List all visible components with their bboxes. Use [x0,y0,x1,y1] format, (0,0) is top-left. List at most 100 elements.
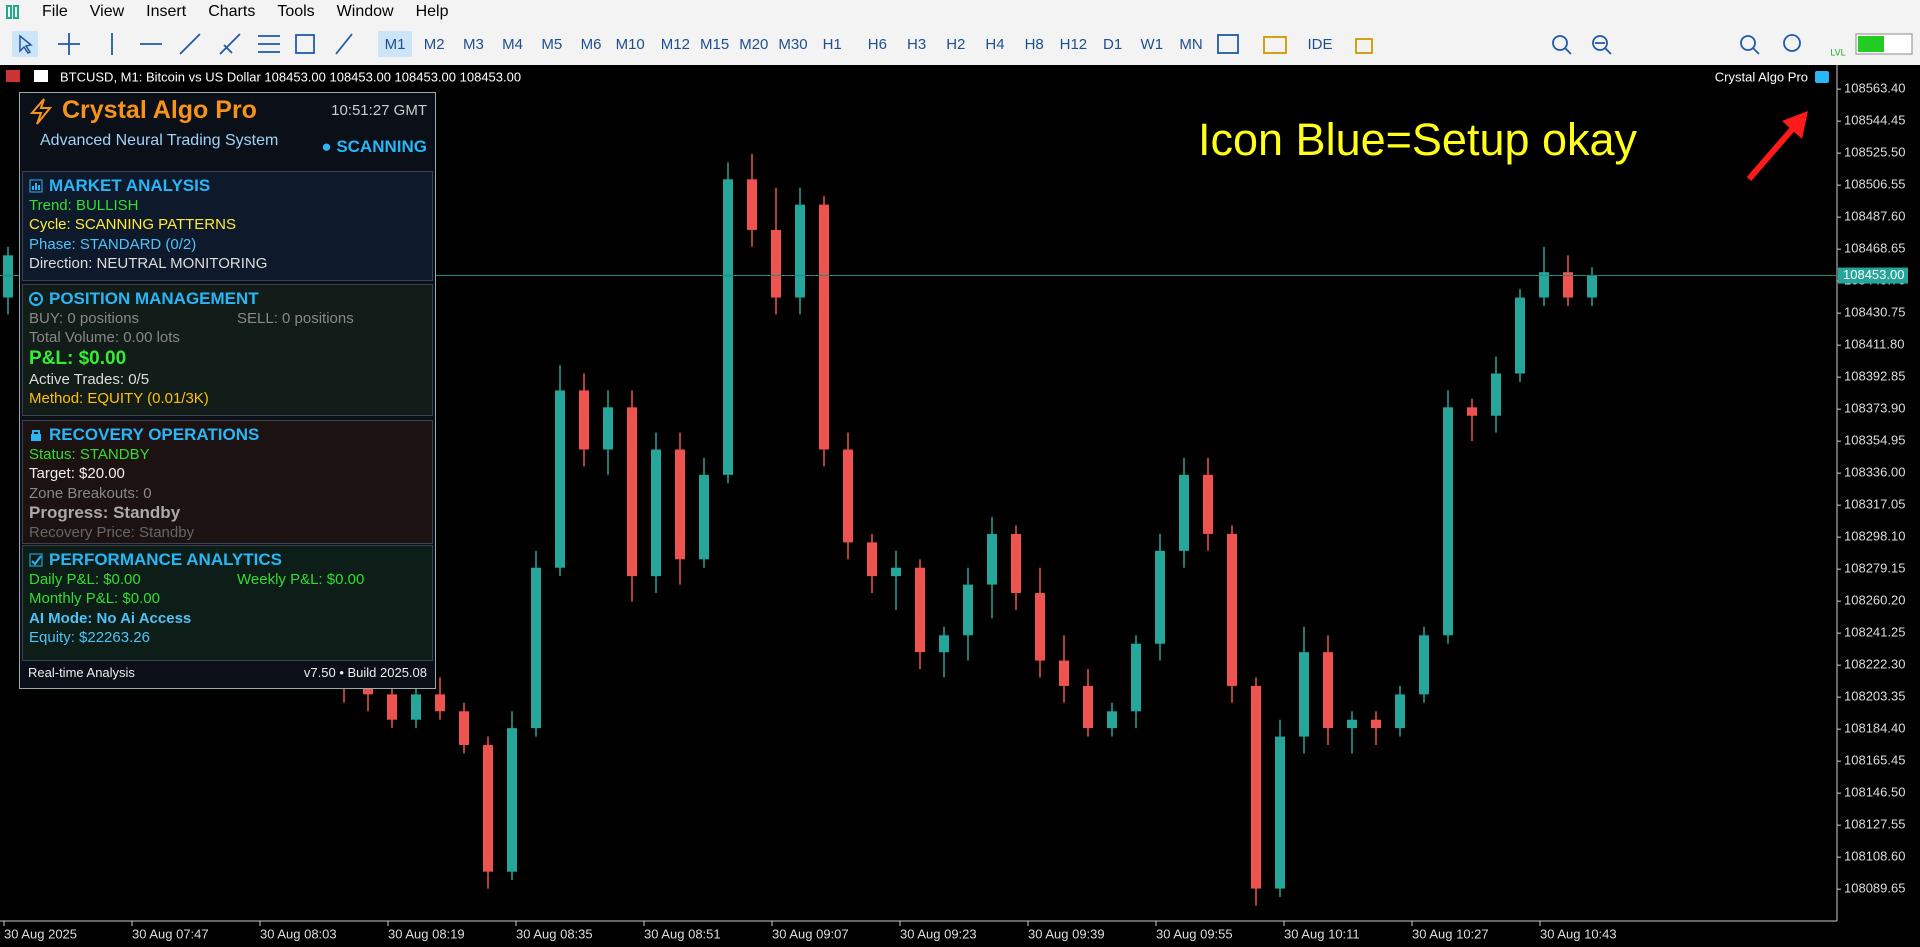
candle-body [819,204,829,450]
timeframe-button[interactable]: H12 [1060,36,1088,53]
footer-right: v7.50 • Build 2025.08 [303,665,427,680]
menu-item[interactable]: Window [336,2,394,20]
monthly-pnl: Monthly P&L: $0.00 [29,590,160,607]
candle-body [1035,593,1045,661]
timeframe-button[interactable]: M5 [541,36,562,53]
timeframe-button[interactable]: M2 [424,36,445,53]
y-tick-label: 108222.30 [1844,657,1905,672]
candle-body [867,542,877,577]
x-tick-label: 30 Aug 10:43 [1540,926,1617,941]
timeframe-button[interactable]: M6 [581,36,602,53]
section-heading: MARKET ANALYSIS [49,176,211,195]
annotation: Icon Blue=Setup okay [1198,114,1638,165]
x-tick-label: 30 Aug 08:03 [260,926,337,941]
ai-mode: AI Mode: No Ai Access [29,609,192,627]
y-tick-label: 108544.45 [1844,113,1905,128]
y-tick-label: 108298.10 [1844,529,1905,544]
timeframe-button[interactable]: W1 [1141,36,1164,53]
y-tick-label: 108373.90 [1844,401,1905,416]
timeframe-button[interactable]: M12 [661,36,690,53]
x-tick-label: 30 Aug 08:19 [388,926,465,941]
cursor-button[interactable] [12,31,38,57]
menu-item[interactable]: Insert [146,2,187,20]
y-tick-label: 108411.80 [1844,337,1905,352]
y-tick-label: 108241.25 [1844,625,1905,640]
drawing-tools[interactable] [58,33,1801,55]
recovery-status: Status: STANDBY [29,445,150,463]
timeframe-button[interactable]: M3 [463,36,484,53]
timeframe-button[interactable]: M1 [385,36,406,53]
y-tick-label: 108203.35 [1844,689,1905,704]
candle-body [699,474,709,560]
y-tick-label: 108165.45 [1844,753,1905,768]
daily-pnl: Daily P&L: $0.00 [29,570,141,588]
menu-item[interactable]: Help [415,2,449,20]
candle-body [651,449,661,577]
candle-body [1443,407,1453,636]
candle-body [891,567,901,577]
candle-body [1563,272,1573,298]
panel-header: Crystal Algo Pro 10:51:27 GMT Advanced N… [22,93,433,171]
cycle: Cycle: SCANNING PATTERNS [29,216,236,233]
equity: Equity: $22263.26 [29,629,150,646]
candle-body [1395,694,1405,729]
indicator-icon[interactable] [1815,71,1829,83]
timeframe-button[interactable]: M4 [502,36,523,53]
section-heading: POSITION MANAGEMENT [49,289,259,308]
chart-icon [29,179,43,193]
sell: SELL: 0 positions [237,309,354,327]
timeframe-button[interactable]: H6 [868,36,887,53]
ide-button[interactable]: IDE [1307,36,1332,53]
lock-icon [31,429,41,441]
chart-icon [34,70,48,82]
active-trades: Active Trades: 0/5 [29,370,150,388]
menu-item[interactable]: Charts [208,2,256,20]
x-tick-label: 30 Aug 09:55 [1156,926,1233,941]
panel-time: 10:51:27 GMT [331,102,427,120]
candle-body [1155,550,1165,644]
menu-item[interactable]: Tools [277,2,315,20]
timeframe-button[interactable]: MN [1179,36,1202,53]
candle-body [1347,719,1357,729]
direction: Direction: NEUTRAL MONITORING [29,255,268,272]
menu-item[interactable]: View [89,2,125,20]
candle-body [435,694,445,712]
candle-body [1419,635,1429,695]
candle-body [843,449,853,543]
chart-header: BTCUSD, M1: Bitcoin vs US Dollar 108453.… [60,69,521,84]
timeframe-button[interactable]: M20 [739,36,768,53]
timeframe-button[interactable]: H4 [985,36,1004,53]
timeframe-button[interactable]: H2 [946,36,965,53]
candle-body [555,390,565,568]
candle-body [795,204,805,298]
menu-bar: File View Insert Charts Tools Window Help [0,0,1920,23]
red-arrow [1746,111,1808,181]
target: Target: $20.00 [29,465,125,482]
x-tick-label: 30 Aug 08:51 [644,926,721,941]
weekly-pnl: Weekly P&L: $0.00 [237,570,365,588]
cursor-icon [19,34,33,54]
x-tick-label: 30 Aug 09:07 [772,926,849,941]
timeframe-button[interactable]: M30 [778,36,807,53]
timeframe-button[interactable]: M10 [616,36,645,53]
timeframe-button[interactable]: H3 [907,36,926,53]
candle-body [1011,533,1021,594]
candle-body [1515,297,1525,374]
timeframe-button[interactable]: D1 [1103,36,1122,53]
y-tick-label: 108487.60 [1844,209,1905,224]
y-tick-label: 108108.60 [1844,849,1905,864]
timeframe-button[interactable]: M15 [700,36,729,53]
candle-body [1275,736,1285,889]
timeframe-button[interactable]: H1 [823,36,842,53]
candle-body [675,449,685,560]
bolt-icon [29,98,53,125]
timeframe-button[interactable]: H8 [1025,36,1044,53]
candle-body [483,745,493,872]
method: Method: EQUITY (0.01/3K) [29,390,209,407]
market-section: MARKET ANALYSIS Trend: BULLISH Cycle: SC… [22,171,433,281]
candle-body [531,567,541,729]
candle-body [1083,685,1093,729]
x-tick-label: 30 Aug 10:27 [1412,926,1489,941]
menu-item[interactable]: File [42,2,68,20]
candle-body [1371,719,1381,729]
